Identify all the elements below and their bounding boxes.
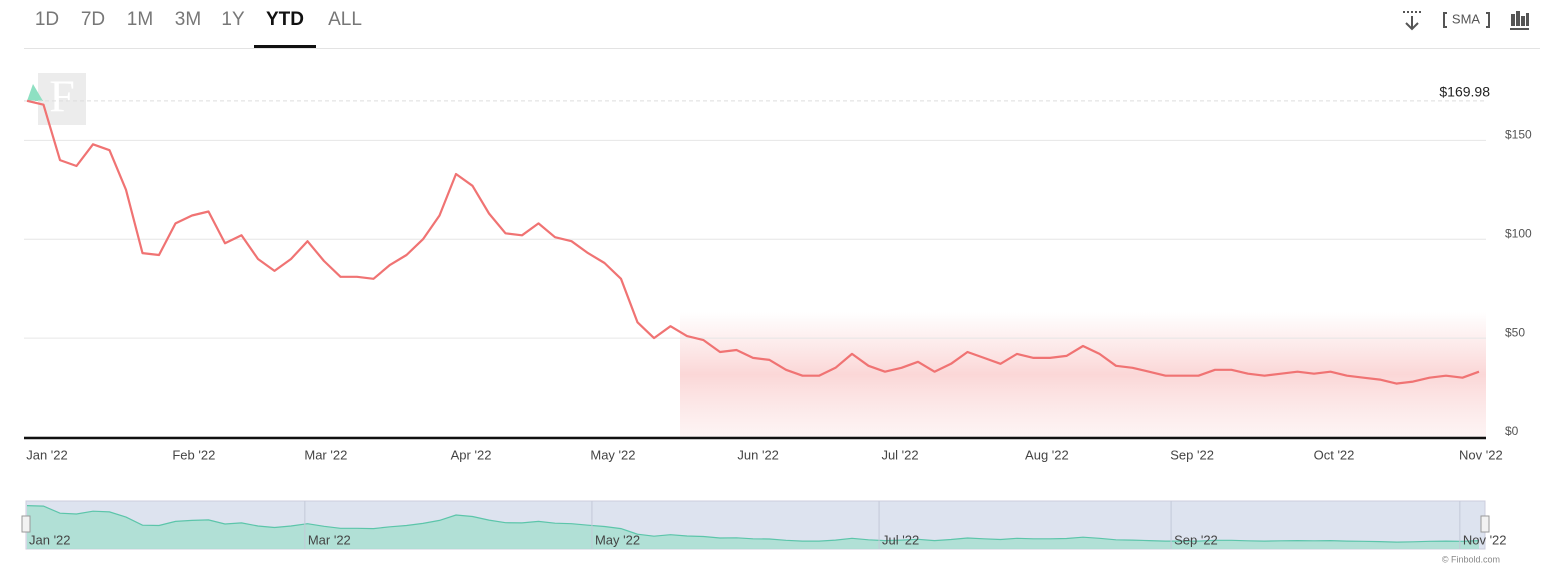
x-tick-label: Feb '22 bbox=[172, 447, 215, 462]
time-range-tab[interactable]: 1D bbox=[35, 9, 59, 30]
navigator-label: Sep '22 bbox=[1174, 532, 1218, 547]
time-range-tab[interactable]: YTD bbox=[266, 9, 304, 30]
range-shading bbox=[680, 312, 1486, 437]
time-range-tab[interactable]: 1Y bbox=[221, 9, 245, 30]
time-range-tab[interactable]: 1M bbox=[127, 9, 153, 30]
x-tick-label: Jun '22 bbox=[737, 447, 779, 462]
y-tick-label: $100 bbox=[1505, 226, 1532, 240]
selected-tab-underline bbox=[254, 45, 316, 48]
time-range-tab[interactable]: 3M bbox=[175, 9, 201, 30]
watermark-letter: F bbox=[49, 71, 75, 122]
x-tick-label: Aug '22 bbox=[1025, 447, 1069, 462]
navigator-label: Jul '22 bbox=[882, 532, 919, 547]
navigator-area bbox=[27, 505, 1479, 549]
sma-button[interactable]: SMA bbox=[1443, 11, 1490, 28]
price-line bbox=[26, 99, 1480, 385]
credit: © Finbold.com bbox=[1442, 554, 1500, 564]
x-tick-label: Apr '22 bbox=[451, 447, 492, 462]
peak-marker bbox=[27, 84, 43, 101]
navigator-handle[interactable] bbox=[1480, 515, 1490, 533]
x-tick-label: Oct '22 bbox=[1314, 447, 1355, 462]
y-tick-label: $0 bbox=[1505, 424, 1519, 438]
navigator-handle[interactable] bbox=[21, 515, 31, 533]
x-tick-label: May '22 bbox=[590, 447, 635, 462]
navigator-line bbox=[26, 505, 1480, 543]
x-tick-label: Jul '22 bbox=[881, 447, 918, 462]
time-range-tab[interactable]: 7D bbox=[81, 9, 105, 30]
x-tick-label: Nov '22 bbox=[1459, 447, 1503, 462]
candle-icon[interactable] bbox=[1510, 11, 1529, 30]
x-tick-label: Sep '22 bbox=[1170, 447, 1214, 462]
y-tick-label: $150 bbox=[1505, 128, 1532, 142]
x-tick-label: Jan '22 bbox=[26, 447, 68, 462]
navigator-label: Mar '22 bbox=[308, 532, 351, 547]
sma-label: SMA bbox=[1452, 11, 1481, 26]
x-tick-label: Mar '22 bbox=[304, 447, 347, 462]
navigator-label: Jan '22 bbox=[29, 532, 71, 547]
navigator-label: Nov '22 bbox=[1463, 532, 1507, 547]
download-icon[interactable] bbox=[1403, 11, 1421, 31]
y-tick-label: $50 bbox=[1505, 325, 1525, 339]
time-range-tab[interactable]: ALL bbox=[328, 9, 362, 30]
annotation-label: $169.98 bbox=[1439, 84, 1490, 100]
navigator-label: May '22 bbox=[595, 532, 640, 547]
